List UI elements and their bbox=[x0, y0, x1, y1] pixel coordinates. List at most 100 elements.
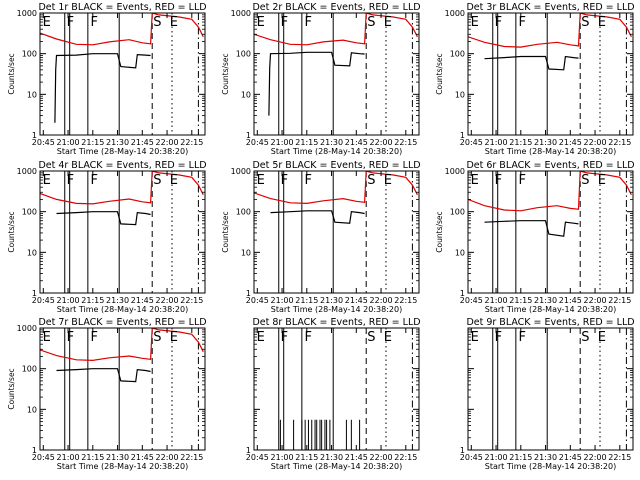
x-axis-label: Start Time (28-May-14 20:38:20) bbox=[271, 462, 402, 471]
marker-label: S bbox=[367, 330, 375, 345]
marker-label: E bbox=[598, 173, 606, 188]
y-axis-label: Counts/sec bbox=[221, 53, 230, 94]
x-axis-label: Start Time (28-May-14 20:38:20) bbox=[57, 147, 188, 156]
marker-label: F bbox=[67, 173, 74, 188]
y-tick-label: 1000 bbox=[445, 9, 465, 18]
lld-series-line bbox=[254, 13, 418, 46]
marker-label: E bbox=[43, 15, 51, 30]
marker-label: E bbox=[257, 15, 265, 30]
x-tick-label: 20:45 bbox=[460, 296, 483, 305]
x-tick-label: 22:15 bbox=[180, 138, 203, 147]
x-tick-label: 20:45 bbox=[32, 453, 55, 462]
panel-title: Det 7r BLACK = Events, RED = LLD bbox=[38, 317, 206, 328]
marker-label: E bbox=[598, 330, 606, 345]
y-tick-label: 1000 bbox=[231, 9, 251, 18]
y-axis-label: Counts/sec bbox=[435, 53, 444, 94]
x-tick-label: 21:30 bbox=[534, 296, 557, 305]
plot-frame bbox=[39, 170, 206, 294]
y-tick-label: 1 bbox=[32, 446, 37, 455]
x-tick-label: 21:30 bbox=[534, 138, 557, 147]
panel-title: Det 2r BLACK = Events, RED = LLD bbox=[252, 2, 420, 13]
marker-label: E bbox=[257, 330, 265, 345]
marker-label: E bbox=[170, 173, 178, 188]
x-tick-label: 21:30 bbox=[320, 138, 343, 147]
x-tick-label: 20:45 bbox=[460, 453, 483, 462]
x-tick-label: 21:45 bbox=[345, 296, 368, 305]
panel-title: Det 3r BLACK = Events, RED = LLD bbox=[466, 2, 634, 13]
x-tick-label: 21:45 bbox=[131, 453, 154, 462]
lld-series-line bbox=[40, 171, 204, 205]
x-tick-label: 20:45 bbox=[32, 138, 55, 147]
marker-label: E bbox=[43, 330, 51, 345]
x-tick-label: 21:30 bbox=[534, 453, 557, 462]
x-tick-label: 21:00 bbox=[57, 453, 80, 462]
marker-label: E bbox=[384, 173, 392, 188]
marker-label: F bbox=[305, 15, 312, 30]
x-tick-label: 22:15 bbox=[180, 453, 203, 462]
marker-label: E bbox=[384, 330, 392, 345]
x-tick-label: 22:00 bbox=[156, 453, 179, 462]
x-tick-label: 21:30 bbox=[320, 296, 343, 305]
plot-frame bbox=[253, 170, 420, 294]
marker-label: S bbox=[153, 15, 161, 30]
x-tick-label: 22:00 bbox=[584, 453, 607, 462]
plot-frame bbox=[39, 12, 206, 136]
panel-title: Det 1r BLACK = Events, RED = LLD bbox=[38, 2, 206, 13]
events-series-line bbox=[270, 210, 365, 224]
marker-label: E bbox=[170, 330, 178, 345]
x-tick-label: 21:00 bbox=[57, 138, 80, 147]
marker-label: F bbox=[91, 15, 98, 30]
y-tick-label: 1 bbox=[460, 289, 465, 298]
marker-label: E bbox=[384, 15, 392, 30]
lld-series-line bbox=[468, 171, 632, 212]
x-tick-label: 20:45 bbox=[460, 138, 483, 147]
marker-label: F bbox=[305, 330, 312, 345]
plot-frame bbox=[467, 170, 634, 294]
x-tick-label: 21:45 bbox=[345, 453, 368, 462]
y-tick-label: 100 bbox=[450, 50, 465, 59]
marker-label: E bbox=[471, 173, 479, 188]
x-axis-label: Start Time (28-May-14 20:38:20) bbox=[271, 147, 402, 156]
plot-frame bbox=[253, 327, 420, 451]
panel-title: Det 4r BLACK = Events, RED = LLD bbox=[38, 160, 206, 171]
y-tick-label: 100 bbox=[22, 208, 37, 217]
x-tick-label: 22:00 bbox=[370, 138, 393, 147]
x-tick-label: 22:00 bbox=[370, 296, 393, 305]
marker-label: F bbox=[281, 330, 288, 345]
x-tick-label: 22:15 bbox=[180, 296, 203, 305]
x-axis-label: Start Time (28-May-14 20:38:20) bbox=[485, 305, 616, 314]
x-tick-label: 21:15 bbox=[81, 296, 104, 305]
y-tick-label: 1 bbox=[460, 446, 465, 455]
events-series-line bbox=[56, 211, 151, 226]
x-tick-label: 21:30 bbox=[106, 296, 129, 305]
y-axis-label: Counts/sec bbox=[435, 211, 444, 252]
y-tick-label: 1000 bbox=[17, 9, 37, 18]
x-tick-label: 21:15 bbox=[81, 453, 104, 462]
x-tick-label: 22:15 bbox=[394, 138, 417, 147]
x-tick-label: 22:15 bbox=[394, 453, 417, 462]
events-series-line bbox=[54, 53, 151, 123]
x-tick-label: 21:00 bbox=[485, 138, 508, 147]
x-tick-label: 22:00 bbox=[156, 296, 179, 305]
x-tick-label: 21:15 bbox=[295, 453, 318, 462]
y-axis-label: Counts/sec bbox=[7, 211, 16, 252]
y-tick-label: 100 bbox=[450, 208, 465, 217]
y-tick-label: 1 bbox=[460, 131, 465, 140]
x-axis-label: Start Time (28-May-14 20:38:20) bbox=[57, 305, 188, 314]
marker-label: F bbox=[281, 173, 288, 188]
marker-label: E bbox=[471, 15, 479, 30]
y-tick-label: 10 bbox=[27, 405, 37, 414]
x-tick-label: 21:15 bbox=[509, 138, 532, 147]
marker-label: F bbox=[67, 15, 74, 30]
marker-label: S bbox=[581, 15, 589, 30]
lld-series-line bbox=[40, 328, 204, 362]
